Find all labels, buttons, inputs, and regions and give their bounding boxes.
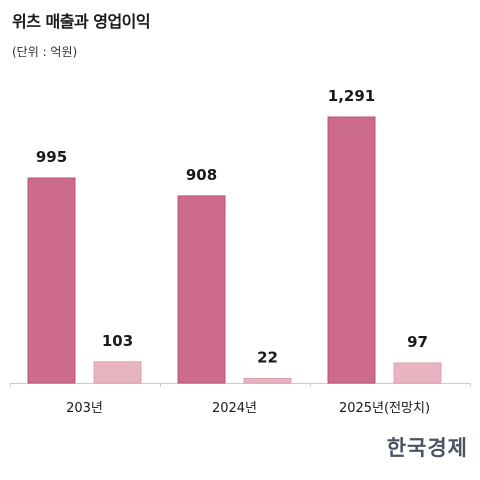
profit-bar xyxy=(243,377,292,384)
x-tick-label: 2025년(전망치) xyxy=(339,401,430,416)
publisher-logo: 한국경제 xyxy=(386,435,468,460)
x-tick-label: 2024년 xyxy=(212,401,257,416)
data-label: 1,291 xyxy=(328,87,375,105)
profit-bar xyxy=(393,362,442,384)
profit-bar xyxy=(93,361,142,384)
revenue-bar xyxy=(177,195,226,384)
revenue-bar xyxy=(27,177,76,384)
data-label: 22 xyxy=(257,348,278,366)
data-label: 97 xyxy=(407,333,428,351)
data-label: 995 xyxy=(36,148,67,166)
x-tick-label: 203년 xyxy=(66,401,103,416)
data-label: 103 xyxy=(102,332,133,350)
revenue-bar xyxy=(327,116,376,384)
data-label: 908 xyxy=(186,166,217,184)
unit-label: (단위 : 억원) xyxy=(12,45,78,59)
chart-title: 위츠 매출과 영업이익 xyxy=(12,12,151,31)
